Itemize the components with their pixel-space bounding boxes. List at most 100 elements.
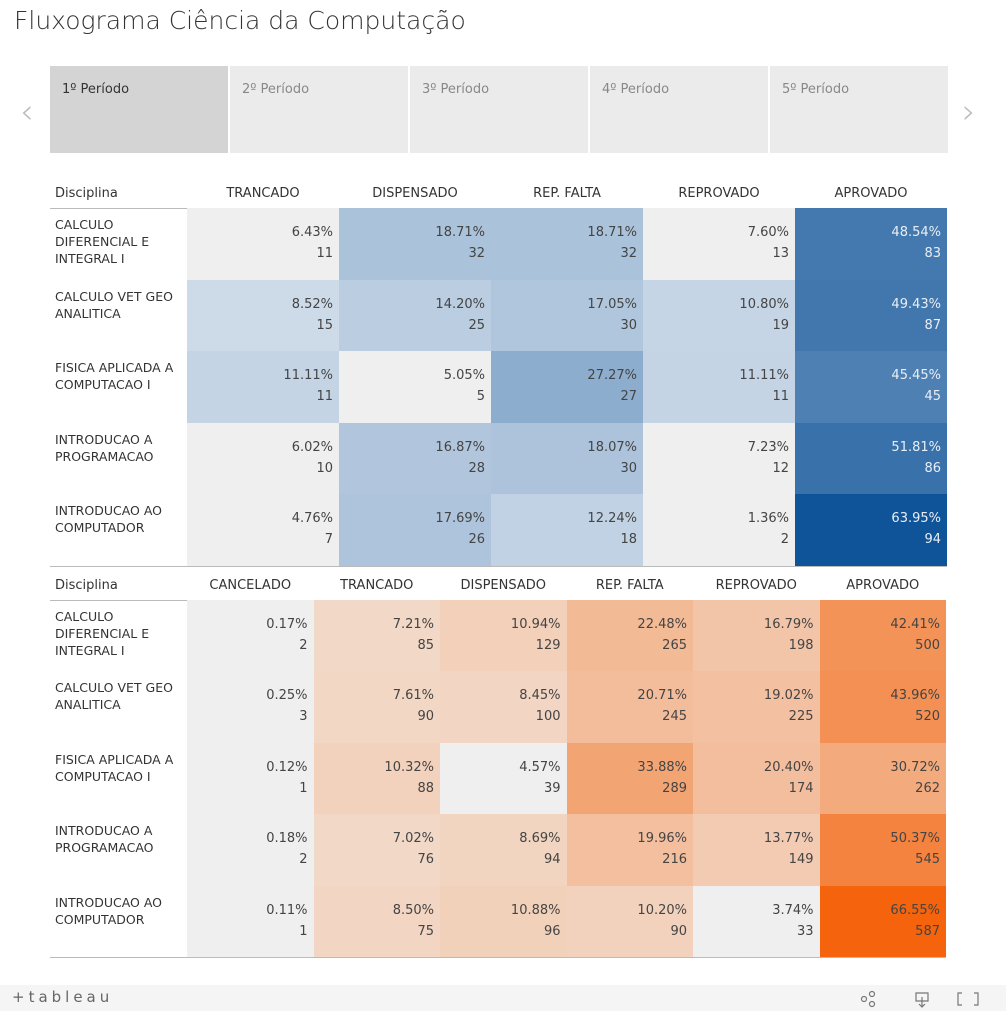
cell-percent: 7.02% <box>392 831 434 847</box>
cell-count: 94 <box>924 532 941 547</box>
cell-count: 587 <box>915 923 940 939</box>
cell: 63.95% 94 <box>795 494 947 566</box>
cell-percent: 8.52% <box>291 296 333 312</box>
cell-count: 28 <box>468 460 485 476</box>
cell: 16.87% 28 <box>339 422 491 495</box>
cell-count: 149 <box>788 852 814 868</box>
tab[interactable]: 4º Período <box>590 66 770 153</box>
tab[interactable]: 2º Período <box>230 66 410 153</box>
tab[interactable]: 1º Período <box>50 66 230 153</box>
cell: 45.45% 45 <box>795 351 947 423</box>
cell-percent: 10.20% <box>637 902 687 918</box>
cell: 0.11% 1 <box>187 885 314 958</box>
cell: 48.54% 83 <box>795 208 947 280</box>
cell-count: 13 <box>772 246 789 261</box>
column-header: REPROVADO <box>678 186 760 201</box>
cell-percent: 5.05% <box>443 368 485 383</box>
cell-percent: 18.71% <box>587 225 637 240</box>
cell: 0.25% 3 <box>187 671 314 744</box>
cell-count: 198 <box>788 638 814 653</box>
fullscreen-icon[interactable] <box>957 992 979 1006</box>
cell-percent: 7.21% <box>392 617 434 632</box>
row-name: INTRODUCAO A PROGRAMACAO <box>55 823 154 856</box>
cell-count: 129 <box>535 638 561 653</box>
cell-percent: 8.45% <box>519 688 561 704</box>
cell-count: 11 <box>316 389 333 404</box>
cell-percent: 22.48% <box>637 617 687 632</box>
cell: 4.57% 39 <box>440 742 567 815</box>
cell: 18.07% 30 <box>491 422 643 495</box>
cell: 0.18% 2 <box>187 814 314 887</box>
tab[interactable]: 5º Período <box>770 66 950 153</box>
cell-percent: 7.60% <box>747 225 789 240</box>
cell: 10.20% 90 <box>566 885 693 958</box>
cell-count: 88 <box>417 780 434 796</box>
cell-count: 18 <box>620 532 637 547</box>
next-arrow[interactable]: › <box>962 92 976 132</box>
cell-percent: 0.12% <box>266 759 308 775</box>
cell-percent: 10.88% <box>510 902 561 918</box>
cell: 66.55% 587 <box>819 885 946 958</box>
cell: 51.81% 86 <box>795 422 947 495</box>
cell: 42.41% 500 <box>819 600 946 672</box>
cell-count: 11 <box>316 246 333 261</box>
cell-percent: 14.20% <box>435 296 485 312</box>
cell-count: 1 <box>299 923 308 939</box>
row-name: CALCULO VET GEO ANALITICA <box>55 288 173 321</box>
share-icon[interactable] <box>860 995 868 1003</box>
cell-count: 86 <box>924 460 941 476</box>
cell-count: 85 <box>417 638 434 653</box>
cell-percent: 17.05% <box>587 296 637 312</box>
cell-percent: 10.80% <box>739 296 789 312</box>
cell-percent: 42.41% <box>890 617 940 632</box>
cell-count: 216 <box>662 852 687 868</box>
tab[interactable]: 3º Período <box>410 66 590 153</box>
cell-percent: 18.71% <box>435 225 485 240</box>
cell-percent: 7.23% <box>747 439 789 455</box>
cell: 19.96% 216 <box>566 814 693 887</box>
prev-arrow[interactable]: ‹ <box>20 92 34 132</box>
column-header: REPROVADO <box>715 578 797 593</box>
column-header: REP. FALTA <box>595 578 664 593</box>
cell: 10.80% 19 <box>643 279 795 352</box>
cell: 1.36% 2 <box>643 494 795 566</box>
cell: 12.24% 18 <box>491 494 643 566</box>
download-icon[interactable] <box>915 992 929 1008</box>
cell: 16.79% 198 <box>693 600 820 672</box>
cell: 13.77% 149 <box>693 814 820 887</box>
cell-count: 75 <box>417 923 434 939</box>
cell: 27.27% 27 <box>491 351 643 423</box>
cell-percent: 16.79% <box>763 617 814 632</box>
cell: 4.76% 7 <box>187 494 339 566</box>
cell-count: 262 <box>915 780 940 796</box>
cell-percent: 0.11% <box>266 902 308 918</box>
cell-count: 90 <box>670 923 687 939</box>
column-header: DISPENSADO <box>460 578 546 593</box>
cell-count: 265 <box>662 638 687 653</box>
cell-percent: 0.18% <box>266 831 308 847</box>
cell-percent: 8.69% <box>519 831 561 847</box>
cell-count: 96 <box>543 923 561 939</box>
cell-count: 27 <box>620 389 637 404</box>
cell-percent: 0.25% <box>266 688 308 704</box>
toolbar-icons <box>860 990 979 1008</box>
cell: 20.40% 174 <box>693 742 820 815</box>
column-header: TRANCADO <box>340 578 414 593</box>
row-name: FISICA APLICADA A COMPUTACAO I <box>55 751 174 784</box>
cell-percent: 4.76% <box>291 511 333 526</box>
cell-count: 5 <box>476 389 485 404</box>
cell: 8.45% 100 <box>440 671 567 744</box>
cell: 33.88% 289 <box>566 742 693 815</box>
cell-count: 12 <box>772 460 789 476</box>
cell-percent: 20.40% <box>763 759 814 775</box>
cell-percent: 6.02% <box>291 439 333 455</box>
cell-count: 1 <box>299 780 308 796</box>
row-name: INTRODUCAO AO COMPUTADOR <box>55 503 163 535</box>
cell-count: 174 <box>788 780 814 796</box>
cell: 7.21% 85 <box>313 600 440 672</box>
cell-count: 32 <box>620 246 637 261</box>
cell-percent: 43.96% <box>890 688 940 704</box>
column-header: TRANCADO <box>226 186 300 201</box>
cell-count: 39 <box>543 780 561 796</box>
cell: 11.11% 11 <box>643 351 795 423</box>
